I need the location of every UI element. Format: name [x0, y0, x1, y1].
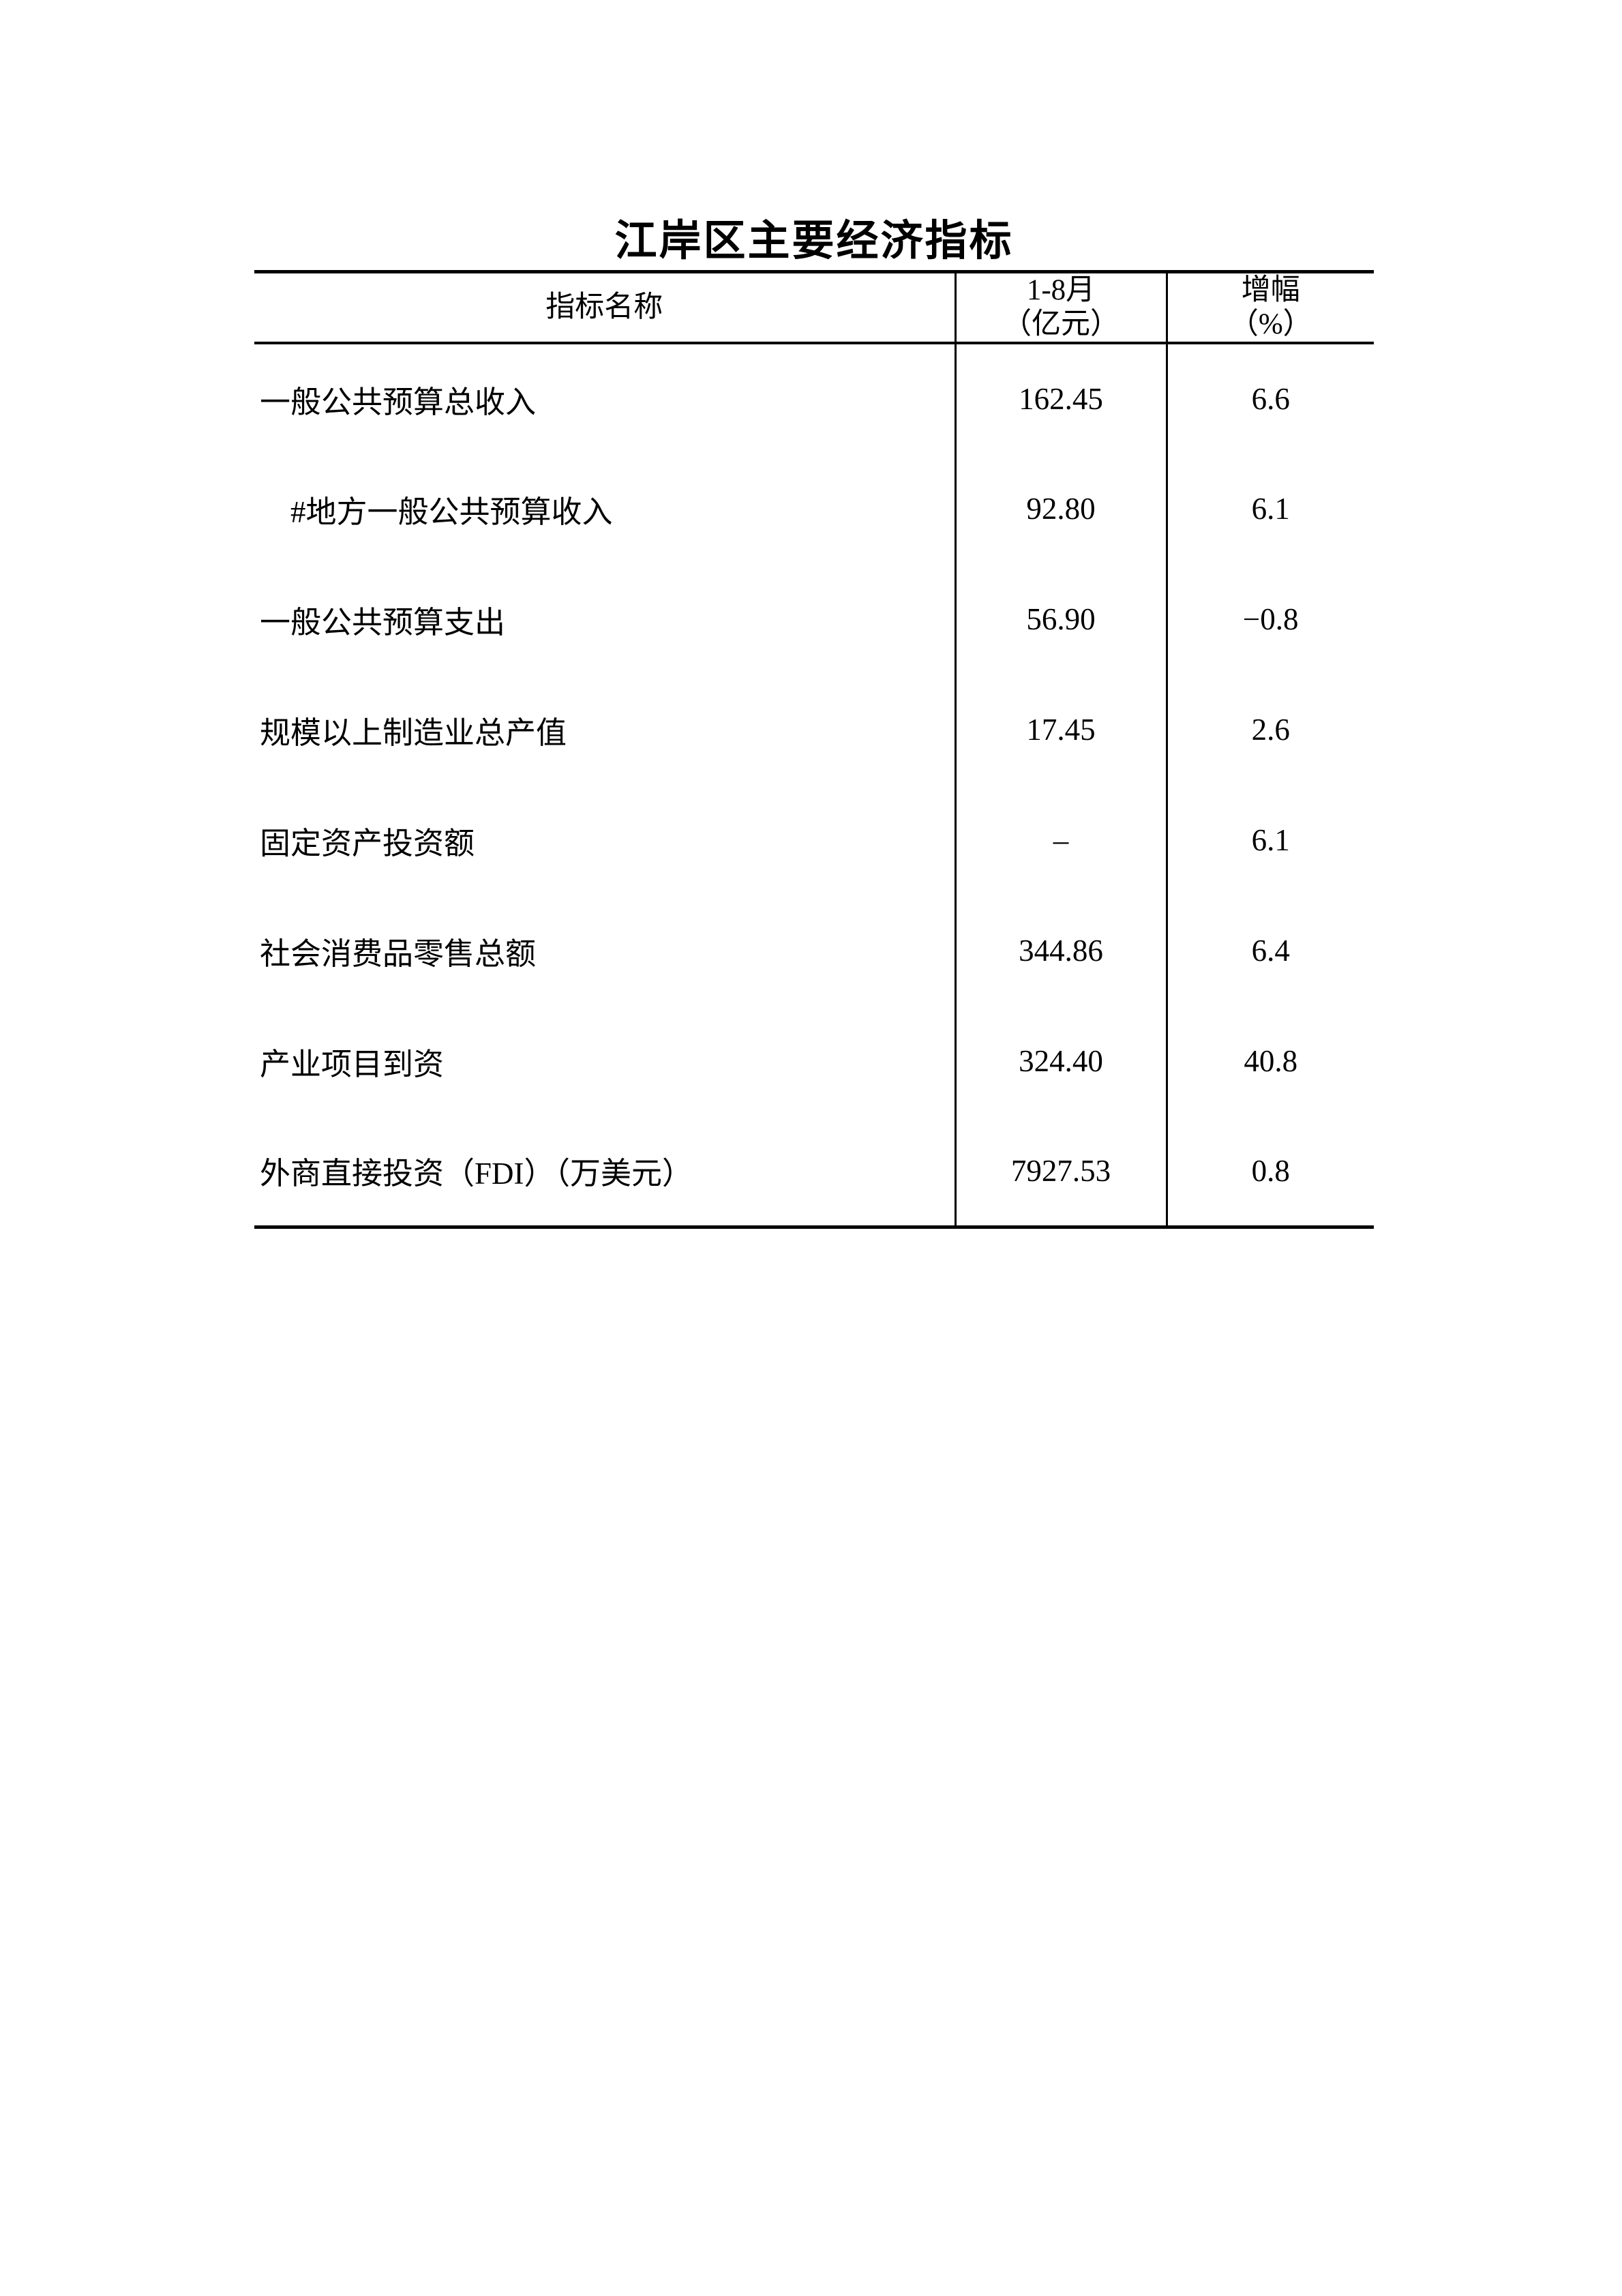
cell-indicator-name: 一般公共预算总收入: [260, 385, 537, 419]
cell-indicator-name: 社会消费品零售总额: [260, 936, 537, 971]
cell-value: 344.86: [954, 895, 1167, 1006]
cell-value: 56.90: [954, 564, 1167, 674]
cell-value: 162.45: [954, 343, 1167, 453]
header-period-line2: （亿元）: [1002, 308, 1120, 340]
cell-indicator-name: #地方一般公共预算收入: [260, 494, 613, 529]
table-header: 指标名称 1-8月 （亿元） 增幅 （%）: [254, 271, 1374, 344]
header-growth-line1: 增幅: [1241, 274, 1300, 306]
header-growth-line2: （%）: [1229, 308, 1312, 340]
cell-growth: 40.8: [1165, 1006, 1374, 1116]
table-row: 产业项目到资 324.40 40.8: [254, 1006, 1374, 1116]
table-row: 规模以上制造业总产值 17.45 2.6: [254, 674, 1374, 785]
table-row: 一般公共预算支出 56.90 −0.8: [254, 564, 1374, 674]
cell-value: 324.40: [954, 1006, 1167, 1116]
cell-indicator-name: 固定资产投资额: [260, 826, 475, 861]
cell-growth: 6.6: [1165, 343, 1374, 453]
indicators-table: 指标名称 1-8月 （亿元） 增幅 （%） 一般公共预算总收入 162.45 6…: [254, 270, 1374, 1229]
cell-growth: 0.8: [1165, 1116, 1374, 1227]
header-growth: 增幅 （%）: [1165, 271, 1374, 344]
header-indicator-name: 指标名称: [254, 271, 955, 344]
table-row: #地方一般公共预算收入 92.80 6.1: [254, 453, 1374, 564]
cell-growth: 6.1: [1165, 785, 1374, 895]
table-body: 一般公共预算总收入 162.45 6.6 #地方一般公共预算收入 92.80 6…: [254, 343, 1374, 1227]
cell-growth: 6.1: [1165, 453, 1374, 564]
table-row: 固定资产投资额 – 6.1: [254, 785, 1374, 895]
header-period: 1-8月 （亿元）: [954, 271, 1167, 344]
table-row: 一般公共预算总收入 162.45 6.6: [254, 343, 1374, 453]
cell-growth: 6.4: [1165, 895, 1374, 1006]
cell-growth: 2.6: [1165, 674, 1374, 785]
table-row: 外商直接投资（FDI）（万美元） 7927.53 0.8: [254, 1116, 1374, 1227]
cell-growth: −0.8: [1165, 564, 1374, 674]
cell-indicator-name: 外商直接投资（FDI）（万美元）: [260, 1157, 693, 1191]
cell-value: –: [954, 785, 1167, 895]
cell-indicator-name: 规模以上制造业总产值: [260, 715, 567, 750]
cell-value: 92.80: [954, 453, 1167, 564]
page-title: 江岸区主要经济指标: [614, 218, 1014, 265]
cell-indicator-name: 一般公共预算支出: [260, 605, 506, 640]
cell-value: 17.45: [954, 674, 1167, 785]
header-row: 指标名称 1-8月 （亿元） 增幅 （%）: [254, 271, 1374, 344]
table-row: 社会消费品零售总额 344.86 6.4: [254, 895, 1374, 1006]
cell-indicator-name: 产业项目到资: [260, 1047, 445, 1082]
cell-value: 7927.53: [954, 1116, 1167, 1227]
header-period-line1: 1-8月: [1026, 274, 1096, 306]
